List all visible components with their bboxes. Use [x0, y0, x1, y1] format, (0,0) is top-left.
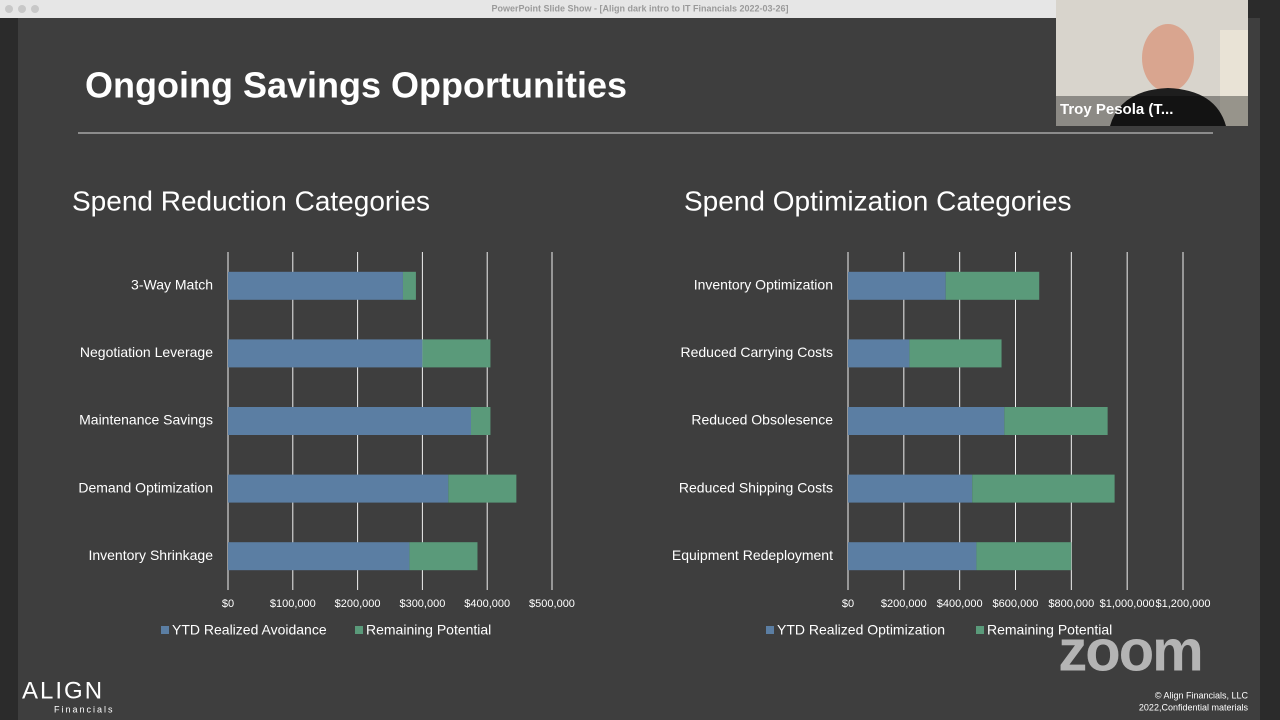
x-tick-label: $200,000: [881, 598, 927, 610]
slide: [18, 18, 1260, 720]
bar-segment: [228, 407, 471, 435]
category-label: Maintenance Savings: [79, 412, 213, 428]
bar-segment: [848, 407, 1005, 435]
bar-segment: [228, 271, 403, 300]
legend-label: YTD Realized Avoidance: [172, 622, 327, 638]
webcam: Troy Pesola (T...: [1056, 0, 1248, 126]
legend-swatch: [976, 626, 984, 634]
x-tick-label: $1,000,000: [1100, 598, 1155, 610]
bar-segment: [945, 271, 1040, 300]
logo-name: ALIGN: [22, 677, 104, 704]
bar-segment: [1004, 407, 1108, 435]
category-label: Inventory Optimization: [694, 277, 833, 293]
legend-swatch: [161, 626, 169, 634]
x-tick-label: $400,000: [464, 598, 510, 610]
legend-swatch: [355, 626, 363, 634]
name-strip: [1056, 96, 1248, 126]
bar-segment: [848, 542, 977, 571]
legend-swatch: [766, 626, 774, 634]
category-label: Equipment Redeployment: [672, 547, 833, 563]
face: [1142, 24, 1194, 92]
bar-segment: [422, 339, 491, 368]
category-label: Inventory Shrinkage: [88, 547, 213, 563]
x-tick-label: $800,000: [1048, 598, 1094, 610]
window-button[interactable]: [18, 5, 26, 13]
x-tick-label: $1,200,000: [1155, 598, 1210, 610]
logo-tagline: Financials: [54, 704, 115, 714]
slide-title: Ongoing Savings Opportunities: [85, 65, 627, 106]
bar-segment: [848, 339, 910, 368]
shelf: [1220, 30, 1248, 126]
legend-label: Remaining Potential: [366, 622, 491, 638]
category-label: Reduced Shipping Costs: [679, 479, 833, 495]
x-tick-label: $300,000: [399, 598, 445, 610]
category-label: Reduced Carrying Costs: [680, 344, 833, 360]
x-tick-label: $400,000: [937, 598, 983, 610]
window-bar: [0, 0, 1056, 18]
category-label: Negotiation Leverage: [80, 344, 213, 360]
window-button[interactable]: [31, 5, 39, 13]
bar-segment: [402, 271, 416, 300]
x-tick-label: $500,000: [529, 598, 575, 610]
bar-segment: [972, 474, 1115, 503]
category-label: Reduced Obsolesence: [691, 412, 833, 428]
category-label: Demand Optimization: [78, 479, 213, 495]
shirt: [1110, 88, 1226, 126]
x-tick-label: $0: [222, 598, 234, 610]
x-tick-label: $200,000: [335, 598, 381, 610]
bar-segment: [448, 474, 517, 503]
legend-label: YTD Realized Optimization: [777, 622, 945, 638]
bar-segment: [976, 542, 1072, 571]
x-tick-label: $100,000: [270, 598, 316, 610]
chart-title: Spend Optimization Categories: [684, 185, 1072, 216]
bar-segment: [228, 339, 423, 368]
bar-segment: [471, 407, 491, 435]
zoom-watermark: zoom: [1058, 618, 1201, 683]
x-tick-label: $600,000: [993, 598, 1039, 610]
bar-segment: [909, 339, 1002, 368]
bar-segment: [848, 271, 946, 300]
bar-segment: [409, 542, 478, 571]
footer-line: 2022,Confidential materials: [1139, 702, 1249, 712]
x-tick-label: $0: [842, 598, 854, 610]
window-button[interactable]: [5, 5, 13, 13]
footer-line: © Align Financials, LLC: [1155, 690, 1249, 700]
bar-segment: [228, 474, 449, 503]
category-label: 3-Way Match: [131, 277, 213, 293]
window-title: PowerPoint Slide Show - [Align dark intr…: [491, 3, 788, 13]
bar-segment: [848, 474, 973, 503]
participant-name: Troy Pesola (T...: [1060, 101, 1173, 118]
bar-segment: [228, 542, 410, 571]
legend-label: Remaining Potential: [987, 622, 1112, 638]
chart-title: Spend Reduction Categories: [72, 185, 430, 216]
